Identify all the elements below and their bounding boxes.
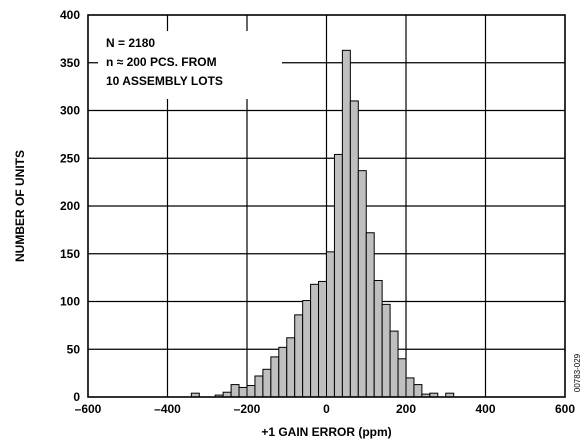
histogram-bar [318, 280, 327, 398]
x-tick-label: 0 [323, 402, 330, 416]
x-tick-label: 600 [555, 402, 575, 416]
histogram-bar [286, 337, 296, 398]
histogram-bar [270, 356, 280, 398]
y-tick-label: 200 [60, 199, 80, 213]
histogram-bar [349, 100, 359, 398]
histogram-bar [246, 385, 256, 398]
y-tick-label: 300 [60, 104, 80, 118]
histogram-bar [341, 49, 351, 398]
histogram-bar [397, 358, 407, 398]
histogram-bar [357, 170, 367, 398]
x-tick-label: –200 [234, 402, 261, 416]
histogram-bar [278, 346, 288, 398]
histogram-bar [373, 279, 383, 398]
histogram-bar [238, 386, 248, 398]
y-tick-label: 350 [60, 56, 80, 70]
histogram-bar [294, 314, 304, 398]
histogram-bar [230, 384, 240, 398]
y-tick-label: 250 [60, 151, 80, 165]
x-axis-tick-labels: –600 –400 –200 0 200 400 600 [75, 402, 576, 416]
y-tick-label: 100 [60, 295, 80, 309]
histogram-bar [254, 375, 264, 398]
histogram-bar [389, 330, 399, 398]
x-tick-label: –600 [75, 402, 102, 416]
x-tick-label: 200 [396, 402, 416, 416]
x-axis-label: +1 GAIN ERROR (ppm) [261, 425, 391, 439]
y-tick-label: 0 [73, 390, 80, 404]
histogram-bar [262, 368, 272, 398]
y-axis-tick-labels: 0 50 100 150 200 250 300 350 400 [60, 8, 80, 404]
histogram-bar [333, 153, 343, 398]
annotation-box [98, 31, 282, 99]
y-axis-label: NUMBER OF UNITS [13, 150, 27, 262]
annotation-line: N = 2180 [106, 36, 155, 50]
histogram-bars [190, 49, 455, 398]
histogram-bar [326, 251, 335, 398]
y-tick-label: 50 [67, 342, 81, 356]
histogram-bar [310, 283, 320, 398]
plot-frame [87, 14, 566, 398]
x-tick-label: –400 [154, 402, 181, 416]
annotation-line: n ≈ 200 PCS. FROM [106, 55, 217, 69]
figure-code: 00783-029 [573, 353, 582, 392]
histogram-bar [405, 377, 415, 398]
histogram-bar [365, 232, 375, 398]
x-tick-label: 400 [475, 402, 495, 416]
histogram-bar [302, 300, 312, 398]
histogram-bar [381, 303, 391, 398]
y-tick-label: 400 [60, 8, 80, 22]
histogram-bar [413, 384, 423, 398]
annotation-line: 10 ASSEMBLY LOTS [106, 74, 223, 88]
y-tick-label: 150 [60, 247, 80, 261]
annotation-text: N = 2180 n ≈ 200 PCS. FROM 10 ASSEMBLY LOT… [106, 36, 223, 88]
